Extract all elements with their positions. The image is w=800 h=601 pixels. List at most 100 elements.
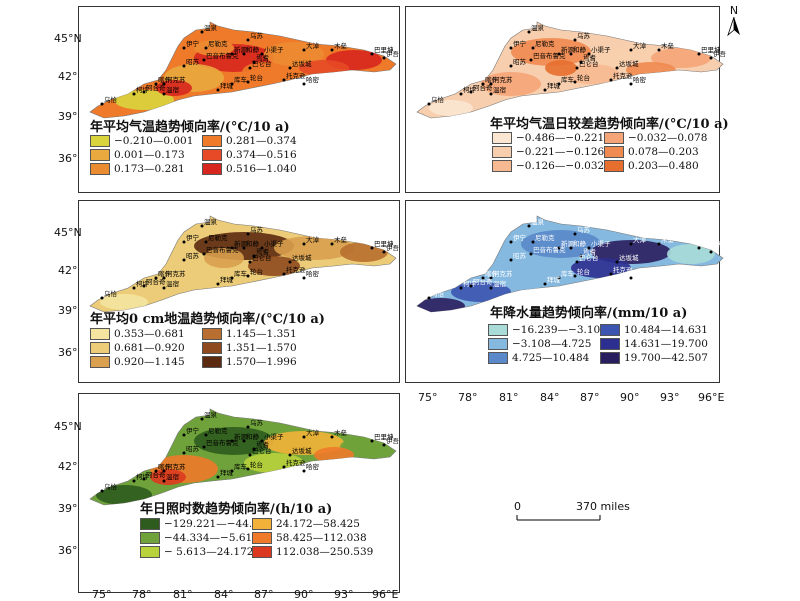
legend-swatch	[90, 356, 110, 368]
legend-swatch	[202, 356, 222, 368]
legend-item: − 5.613—24.172	[140, 546, 253, 558]
legend-label: 112.038—250.539	[276, 546, 374, 558]
lon-label-90: 90°	[620, 391, 640, 404]
lat-label-42: 42°	[58, 70, 78, 83]
legend-swatch	[90, 342, 110, 354]
panel-title: 年平均0 cm地温趋势倾向率/(°C/10 a)	[90, 312, 325, 327]
legend-swatch	[140, 518, 160, 530]
legend-swatch	[90, 328, 110, 340]
legend-item: −0.221—−0.126	[492, 146, 604, 158]
legend-swatch	[604, 160, 624, 172]
legend-label: − 5.613—24.172	[164, 546, 254, 558]
legend-label: −0.486—−0.221	[516, 132, 605, 144]
lon-label-75: 75°	[418, 391, 438, 404]
north-arrow-icon	[727, 16, 740, 37]
legend-item: 0.353—0.681	[90, 328, 185, 340]
legend-swatch	[604, 132, 624, 144]
legend-label: −0.032—0.078	[628, 132, 708, 144]
legend-label: 0.203—0.480	[628, 160, 699, 172]
legend-swatch	[488, 338, 508, 350]
legend-swatch	[492, 160, 512, 172]
legend-label: 0.920—1.145	[114, 356, 185, 368]
lon-label-75-p5: 75°	[92, 588, 112, 601]
legend-label: 0.374—0.516	[226, 149, 297, 161]
legend-item: 10.484—14.631	[600, 324, 708, 336]
scale-zero: 0	[514, 500, 521, 513]
lon-label-96: 96°E	[698, 391, 725, 404]
legend-item: 1.351—1.570	[202, 342, 297, 354]
legend-swatch	[492, 132, 512, 144]
legend-label: −3.108—4.725	[512, 338, 592, 350]
legend-item: 19.700—42.507	[600, 352, 708, 364]
legend-label: 0.078—0.203	[628, 146, 699, 158]
legend-label: 1.351—1.570	[226, 342, 297, 354]
legend-label: −0.210—0.001	[114, 135, 194, 147]
legend-item: −0.032—0.078	[604, 132, 707, 144]
legend-item: 112.038—250.539	[252, 546, 373, 558]
legend-swatch	[492, 146, 512, 158]
legend-item: 0.078—0.203	[604, 146, 699, 158]
panel-title: 年日照时数趋势倾向率/(h/10 a)	[140, 502, 333, 517]
lon-label-93-p5: 93°	[334, 588, 354, 601]
legend-label: 0.173—0.281	[114, 163, 185, 175]
legend-label: 10.484—14.631	[624, 324, 708, 336]
lat-label-45: 45°N	[54, 32, 82, 45]
legend-swatch	[202, 149, 222, 161]
legend-swatch	[488, 352, 508, 364]
lat-label-45-p5: 45°N	[54, 420, 82, 433]
legend-swatch	[90, 135, 110, 147]
legend-item: −0.210—0.001	[90, 135, 193, 147]
panel-title: 年平均气温趋势倾向率/(°C/10 a)	[90, 120, 290, 135]
legend-item: −44.334—−5.613	[140, 532, 259, 544]
legend-item: −3.108—4.725	[488, 338, 591, 350]
lon-label-81: 81°	[499, 391, 519, 404]
legend-label: −0.126—−0.032	[516, 160, 605, 172]
legend-item: 0.681—0.920	[90, 342, 185, 354]
legend-item: 1.145—1.351	[202, 328, 297, 340]
legend-label: 24.172—58.425	[276, 518, 360, 530]
legend-swatch	[202, 328, 222, 340]
legend-swatch	[202, 163, 222, 175]
legend-swatch	[202, 342, 222, 354]
legend-label: 0.516—1.040	[226, 163, 297, 175]
legend-item: 0.281—0.374	[202, 135, 297, 147]
legend-label: 0.353—0.681	[114, 328, 185, 340]
legend-label: 58.425—112.038	[276, 532, 367, 544]
legend-label: 14.631—19.700	[624, 338, 708, 350]
legend-swatch	[252, 532, 272, 544]
legend-label: 4.725—10.484	[512, 352, 590, 364]
legend-label: −129.221—−44.334	[164, 518, 273, 530]
legend-label: 0.681—0.920	[114, 342, 185, 354]
lat-label-36: 36°	[58, 152, 78, 165]
legend-swatch	[252, 546, 272, 558]
panel-title: 年降水量趋势倾向率/(mm/10 a)	[490, 306, 688, 321]
lon-label-93: 93°	[660, 391, 680, 404]
legend-swatch	[140, 532, 160, 544]
legend-item: 1.570—1.996	[202, 356, 297, 368]
lon-label-87: 87°	[580, 391, 600, 404]
legend-swatch	[604, 146, 624, 158]
legend-item: 0.516—1.040	[202, 163, 297, 175]
legend-item: 0.374—0.516	[202, 149, 297, 161]
legend-swatch	[140, 546, 160, 558]
lon-label-78: 78°	[458, 391, 478, 404]
lat-label-39: 39°	[58, 110, 78, 123]
legend-label: −16.239—−3.108	[512, 324, 607, 336]
legend-swatch	[600, 352, 620, 364]
legend-label: −0.221—−0.126	[516, 146, 605, 158]
legend-item: 14.631—19.700	[600, 338, 708, 350]
legend-swatch	[600, 324, 620, 336]
legend-swatch	[90, 163, 110, 175]
lon-label-84-p5: 84°	[214, 588, 234, 601]
map-panel-sunshine	[78, 393, 400, 593]
legend-swatch	[252, 518, 272, 530]
legend-label: 0.281—0.374	[226, 135, 297, 147]
lat-label-39-p5: 39°	[58, 502, 78, 515]
legend-swatch	[488, 324, 508, 336]
legend-item: 0.173—0.281	[90, 163, 185, 175]
legend-item: −16.239—−3.108	[488, 324, 607, 336]
legend-label: 1.145—1.351	[226, 328, 297, 340]
panel-title: 年平均气温日较差趋势倾向率/(°C/10 a)	[490, 117, 729, 132]
legend-label: −44.334—−5.613	[164, 532, 259, 544]
lat-label-36-p5: 36°	[58, 544, 78, 557]
